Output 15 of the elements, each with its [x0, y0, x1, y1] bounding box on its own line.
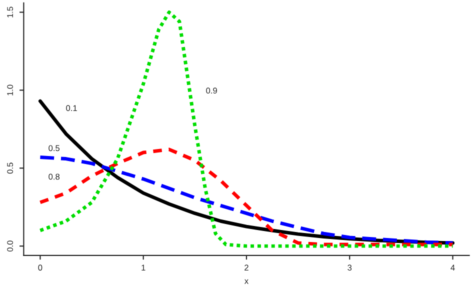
x-tick-label: 0 — [38, 264, 42, 271]
y-tick-label: 0.5 — [7, 162, 14, 174]
x-tick-label: 4 — [450, 264, 455, 270]
series-label: 0.5 — [48, 145, 60, 152]
y-tick-label: 1.5 — [7, 6, 14, 18]
series-label: 0.1 — [66, 105, 77, 112]
x-tick-label: 2 — [244, 264, 248, 270]
series-label: 0.8 — [48, 174, 60, 180]
series-label: 0.9 — [206, 88, 217, 94]
x-axis-title: x — [244, 279, 248, 284]
line-series — [38, 10, 454, 248]
y-tick-label: 0.0 — [7, 240, 14, 252]
y-tick-label: 1.0 — [7, 84, 14, 96]
x-tick-label: 3 — [348, 264, 352, 271]
x-tick-label: 1 — [142, 264, 146, 270]
